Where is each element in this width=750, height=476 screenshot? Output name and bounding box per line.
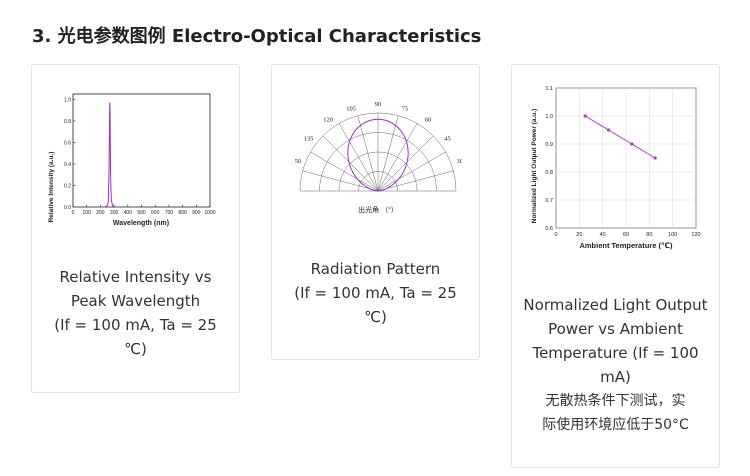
radiation-lobe [347,118,409,192]
caption-line: Temperature (If = 100 [532,344,699,362]
polar-grid-spoke [357,115,379,192]
data-point [583,114,587,118]
polar-grid-spoke [377,123,418,192]
y-tick-label: 0.0 [64,205,71,211]
polar-angle-label: 45 [444,136,451,143]
polar-angle-label: 30 [457,158,462,165]
x-tick-label: 100 [83,210,92,216]
polar-angle-label: 120 [323,117,333,124]
x-tick-label: 0 [72,210,75,216]
x-tick-label: 100 [668,232,677,238]
polar-grid-spoke [377,151,446,192]
caption-line: Power vs Ambient [548,320,683,338]
polar-angle-label: 105 [346,105,356,112]
x-tick-label: 400 [124,210,133,216]
caption-line: Relative Intensity vs [59,268,212,286]
polar-grid-spoke [377,115,399,192]
y-tick-label: 1.1 [545,86,553,92]
temperature-caption: Normalized Light Output Power vs Ambient… [512,293,719,437]
y-tick-label: 0.8 [64,119,71,125]
temperature-x-axis-label: Ambient Temperature (℃) [579,241,673,250]
section-title: 3. 光电参数图例 Electro-Optical Characteristic… [32,26,482,47]
caption-line: (If = 100 mA, Ta = 25 [294,284,457,302]
y-tick-label: 0.4 [64,162,71,168]
caption-line: 际使用环境应低于50°C [542,417,689,433]
x-tick-label: 120 [691,232,700,238]
caption-line: Radiation Pattern [310,260,441,278]
x-tick-label: 800 [178,210,187,216]
y-tick-label: 0.2 [64,183,71,189]
x-tick-label: 40 [600,232,606,238]
y-tick-label: 0.8 [545,170,553,176]
caption-line: ℃) [124,340,147,358]
polar-angle-label: 90 [375,101,382,108]
spectrum-caption: Relative Intensity vs Peak Wavelength (I… [32,265,239,361]
x-tick-label: 20 [576,232,582,238]
x-tick-label: 0 [554,232,557,238]
temperature-card: Normalized Light Output Power (a.u.) 0.6… [511,64,720,468]
caption-line: ℃) [364,308,387,326]
x-tick-label: 900 [192,210,201,216]
polar-angle-label: 60 [425,117,432,124]
y-tick-label: 0.7 [545,198,553,204]
radiation-pattern-chart: 9075604530150105120135150 出光角 （°） [294,101,462,214]
polar-angle-label: 150 [294,158,301,165]
polar-angle-label: 75 [402,105,409,112]
x-tick-label: 700 [165,210,174,216]
spectrum-y-axis-label: Relative Intensity (a.u.) [48,152,55,223]
polar-grid-spoke [377,135,434,192]
y-tick-label: 0.6 [64,140,71,146]
polar-grid-spoke [302,170,379,192]
spectrum-series-line [104,102,116,208]
data-point [630,142,634,146]
polar-grid-spoke [377,170,454,192]
x-tick-label: 600 [151,210,160,216]
x-tick-label: 300 [110,210,119,216]
polar-grid-spoke [322,135,379,192]
caption-line: mA) [600,368,631,386]
radiation-x-axis-label: 出光角 （°） [358,205,398,214]
x-tick-label: 1000 [204,210,215,216]
caption-line: 无散热条件下测试，实 [545,393,686,409]
x-tick-label: 80 [646,232,652,238]
spectrum-card: Relative Intensity (a.u.) 0.0 0.2 0.4 0.6 0.… [31,64,240,393]
data-point [653,156,657,160]
temperature-y-axis-label: Normalized Light Output Power (a.u.) [531,109,538,223]
radiation-caption: Radiation Pattern (If = 100 mA, Ta = 25 … [272,257,479,329]
y-tick-label: 1.0 [545,114,553,120]
x-tick-label: 500 [137,210,146,216]
caption-line: Peak Wavelength [70,292,201,310]
temperature-chart: Normalized Light Output Power (a.u.) 0.6… [531,86,701,250]
y-tick-label: 1.0 [64,97,71,103]
temperature-series-line [584,115,656,159]
y-tick-label: 0.9 [545,142,553,148]
spectrum-x-axis-label: Wavelength (nm) [113,220,169,227]
radiation-pattern-card: 9075604530150105120135150 出光角 （°） Radiat… [271,64,480,360]
x-tick-label: 200 [96,210,105,216]
polar-grid-spoke [310,151,379,192]
caption-line: (If = 100 mA, Ta = 25 [54,316,217,334]
caption-line: Normalized Light Output [523,296,708,314]
polar-grid-spoke [338,123,379,192]
x-tick-label: 60 [623,232,629,238]
spectrum-plot-frame [72,93,211,208]
y-tick-label: 0.6 [545,226,553,232]
polar-angle-label: 135 [304,136,314,143]
data-point [606,128,611,132]
spectrum-chart: Relative Intensity (a.u.) 0.0 0.2 0.4 0.6 0.… [48,93,216,227]
